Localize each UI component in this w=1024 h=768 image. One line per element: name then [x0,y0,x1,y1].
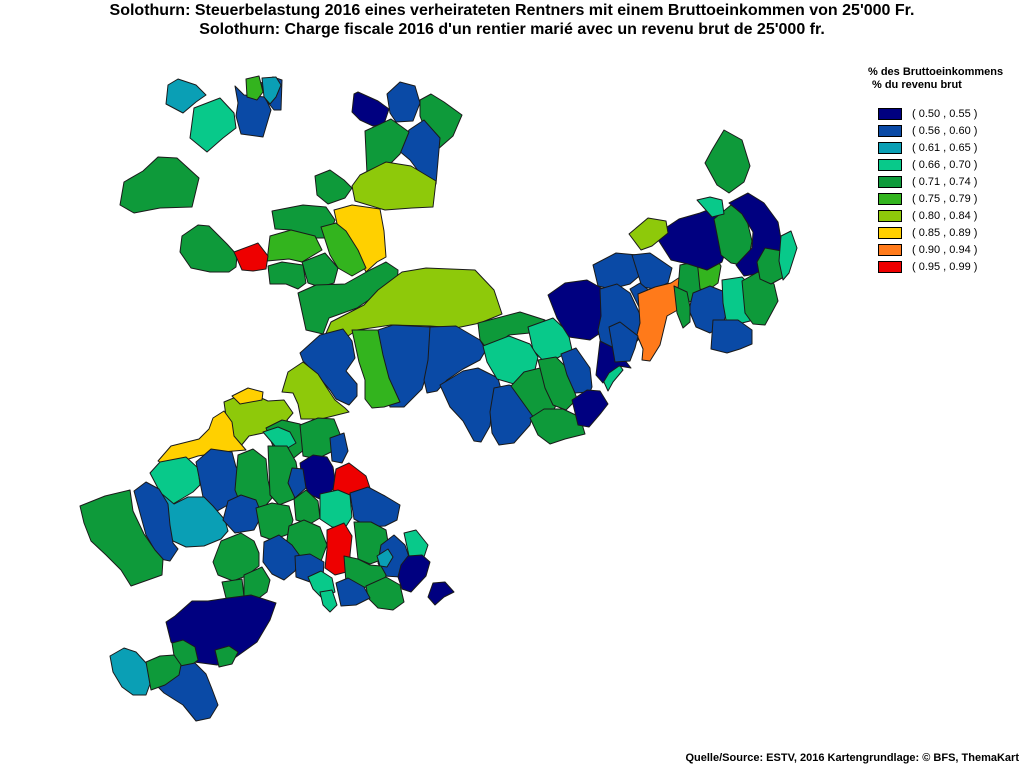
municipality-54 [704,129,751,194]
legend-swatch [878,227,902,239]
municipality-55 [628,217,669,251]
legend-class-4: ( 0.71 , 0.74 ) [868,175,1003,192]
municipality-layer [79,75,798,722]
legend-label: ( 0.56 , 0.60 ) [912,125,978,137]
municipality-6 [119,156,200,214]
legend-class-5: ( 0.75 , 0.79 ) [868,192,1003,209]
legend-swatch [878,159,902,171]
municipality-28 [351,329,401,409]
municipality-37 [560,347,593,394]
legend-heading-german: % des Bruttoeinkommens [868,66,1004,78]
municipality-8 [386,81,421,123]
map-title-french: Solothurn: Charge fiscale 2016 d'un rent… [199,21,825,38]
legend-swatch [878,125,902,137]
municipality-21 [233,242,269,272]
municipality-76 [79,489,164,587]
municipality-107 [109,647,151,696]
legend-label: ( 0.75 , 0.79 ) [912,193,978,205]
municipality-38 [571,389,609,428]
municipality-77 [234,448,273,511]
legend-class-8: ( 0.90 , 0.94 ) [868,243,1003,260]
legend-class-1: ( 0.56 , 0.60 ) [868,124,1003,141]
legend-label: ( 0.66 , 0.70 ) [912,159,978,171]
municipality-102 [427,581,455,606]
source-note: Quelle/Source: ESTV, 2016 Kartengrundlag… [685,752,1019,764]
municipality-47 [608,321,639,363]
municipality-20 [179,224,238,273]
legend-swatch [878,210,902,222]
municipality-108 [145,654,182,691]
municipality-0 [165,78,207,114]
legend-label: ( 0.71 , 0.74 ) [912,176,978,188]
municipality-62 [673,285,691,329]
municipality-18 [301,252,339,288]
municipality-93 [397,554,431,593]
map-title-german: Solothurn: Steuerbelastung 2016 eines ve… [109,2,915,19]
municipality-44 [631,252,673,290]
municipality-87 [262,534,301,581]
legend-class-2: ( 0.61 , 0.65 ) [868,141,1003,158]
legend-class-3: ( 0.66 , 0.70 ) [868,158,1003,175]
legend-class-0: ( 0.50 , 0.55 ) [868,107,1003,124]
municipality-84 [349,486,401,528]
municipality-99 [335,577,371,607]
municipality-98 [319,589,338,613]
municipality-83 [319,489,353,529]
municipality-58 [710,319,753,354]
municipality-3 [245,75,264,101]
municipality-30 [281,361,350,420]
municipality-105 [214,645,239,668]
legend-label: ( 0.95 , 0.99 ) [912,261,978,273]
municipality-41 [592,252,646,290]
legend-class-9: ( 0.95 , 0.99 ) [868,260,1003,277]
municipality-81 [222,494,263,534]
legend-swatch [878,193,902,205]
legend-label: ( 0.85 , 0.89 ) [912,227,978,239]
legend-label: ( 0.80 , 0.84 ) [912,210,978,222]
municipality-35 [529,408,586,445]
municipality-65 [157,410,247,467]
municipality-19 [267,261,307,290]
legend-swatch [878,244,902,256]
municipality-94 [376,548,394,568]
legend-heading-french: % du revenu brut [872,79,962,91]
municipality-92 [403,529,429,558]
legend-swatch [878,142,902,154]
municipality-13 [314,169,353,205]
legend-label: ( 0.61 , 0.65 ) [912,142,978,154]
legend-label: ( 0.50 , 0.55 ) [912,108,978,120]
municipality-2 [189,97,237,153]
municipality-5 [261,76,282,105]
municipality-64 [231,387,264,405]
municipality-7 [351,91,390,127]
municipality-61 [778,230,798,281]
municipality-29 [423,325,487,394]
municipality-53 [696,196,725,218]
legend-swatch [878,108,902,120]
legend-swatch [878,261,902,273]
legend-class-7: ( 0.85 , 0.89 ) [868,226,1003,243]
municipality-23 [322,267,503,341]
municipality-12 [351,161,437,211]
map-legend: % des Bruttoeinkommens % du revenu brut … [868,66,1003,277]
legend-label: ( 0.90 , 0.94 ) [912,244,978,256]
legend-swatch [878,176,902,188]
municipality-16 [266,229,323,263]
municipality-17 [320,222,367,277]
legend-heading: % des Bruttoeinkommens % du revenu brut [868,66,1003,92]
legend-class-6: ( 0.80 , 0.84 ) [868,209,1003,226]
legend-classes: ( 0.50 , 0.55 ) ( 0.56 , 0.60 ) ( 0.61 , 0… [868,107,1003,277]
municipality-79 [287,467,307,499]
municipality-96 [365,576,405,611]
municipality-69 [329,432,349,464]
